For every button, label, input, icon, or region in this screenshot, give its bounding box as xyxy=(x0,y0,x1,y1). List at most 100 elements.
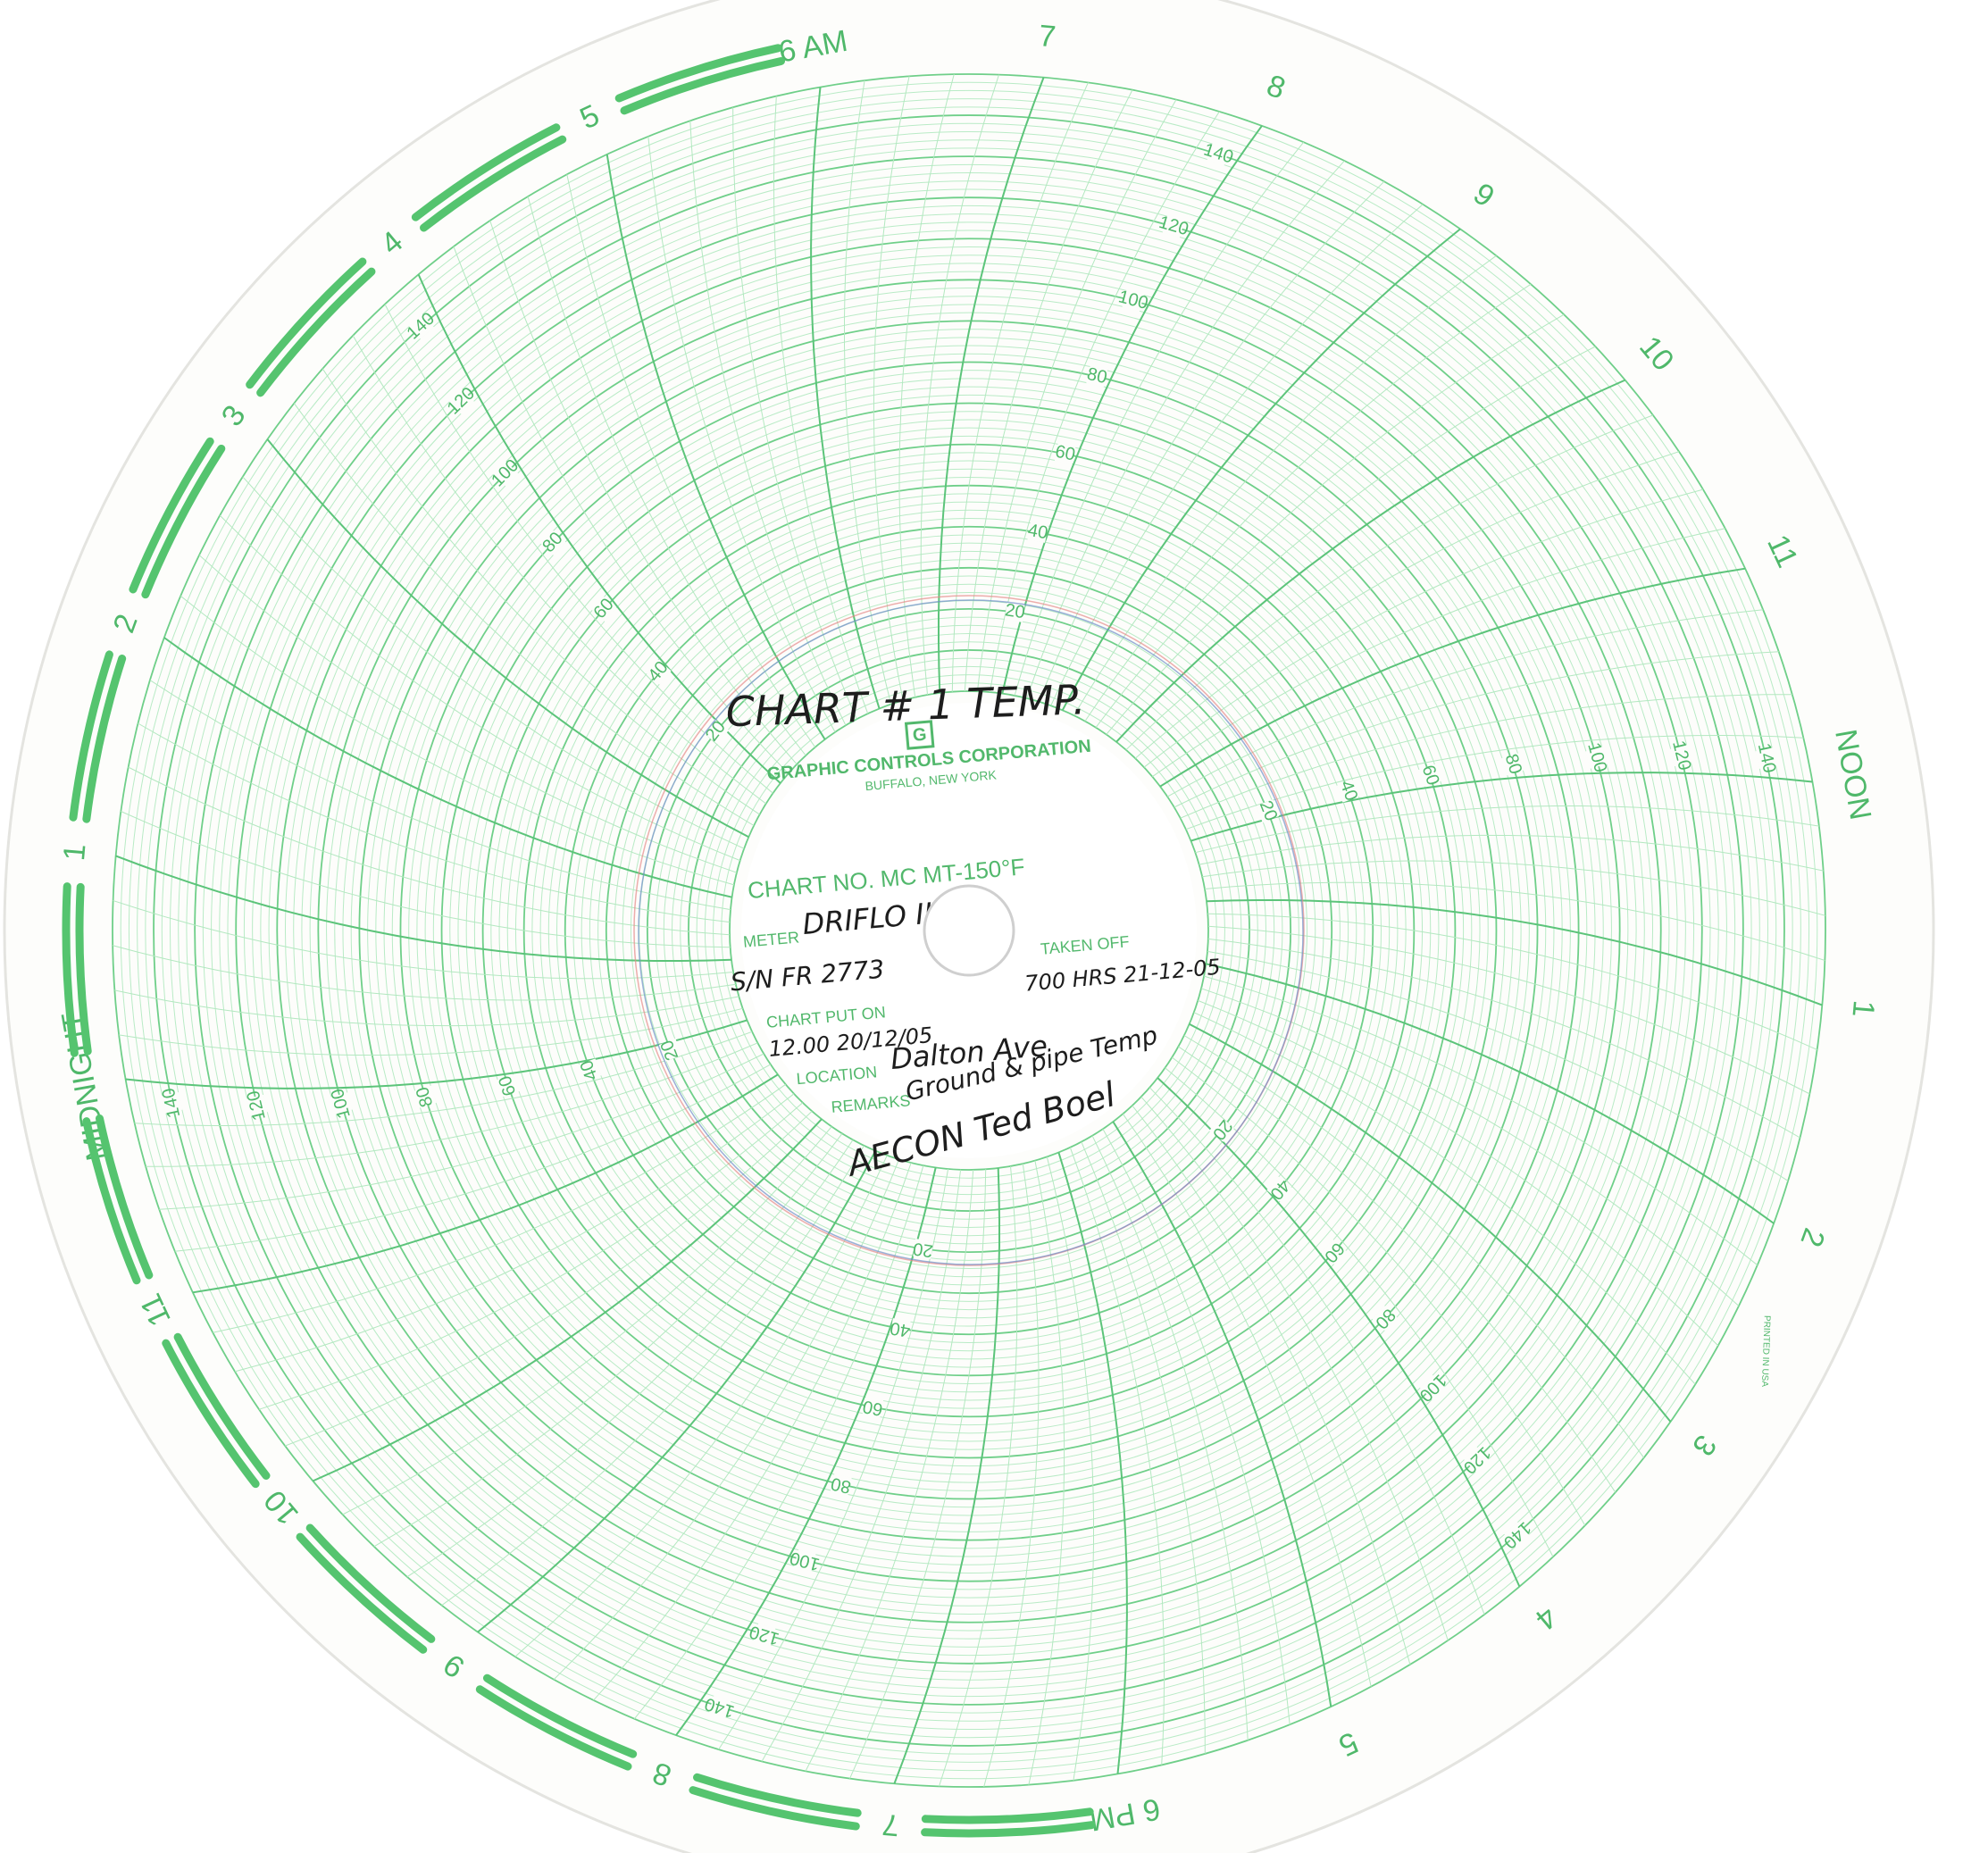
time-line-minor xyxy=(121,811,731,948)
grid-circle-minor xyxy=(597,559,1341,1302)
scale-label-bg xyxy=(1419,1374,1445,1400)
time-line-minor xyxy=(1069,1147,1165,1765)
time-line-minor xyxy=(593,1162,912,1701)
scale-label-bg xyxy=(658,1038,682,1062)
night-bar xyxy=(482,1674,638,1758)
time-line-minor xyxy=(1028,1160,1065,1785)
scale-label-bg xyxy=(1504,1522,1530,1548)
time-line-minor xyxy=(198,555,738,873)
time-line-minor xyxy=(849,1169,987,1779)
time-line-minor xyxy=(1132,1105,1411,1665)
hour-label: 1 xyxy=(1845,999,1881,1019)
grid-circle-minor xyxy=(514,476,1424,1385)
time-line-minor xyxy=(119,1007,743,1056)
grid-circle-minor xyxy=(284,246,1654,1615)
grid-circle-minor xyxy=(531,493,1407,1368)
time-line-minor xyxy=(234,1093,795,1373)
grid-circle-minor xyxy=(539,501,1399,1360)
scale-label: 60 xyxy=(1054,442,1077,465)
time-line-minor xyxy=(1106,346,1596,735)
grid-circle-minor xyxy=(391,353,1547,1508)
time-line-major xyxy=(1206,899,1823,1006)
time-line-minor xyxy=(114,989,739,1027)
scale-label-bg xyxy=(1122,289,1144,313)
night-bar xyxy=(82,1117,141,1285)
time-line-minor xyxy=(989,111,1220,693)
time-line-minor xyxy=(633,1164,924,1720)
time-line-minor xyxy=(1202,860,1826,916)
scale-label-bg xyxy=(408,313,434,339)
grid-circle-minor xyxy=(713,674,1225,1187)
time-line-minor xyxy=(1026,160,1345,699)
grid-circle-minor xyxy=(260,221,1678,1640)
grid-circle-minor xyxy=(556,518,1382,1343)
time-line-minor xyxy=(514,1155,888,1657)
time-line-minor xyxy=(976,99,1177,692)
time-line-minor xyxy=(844,80,892,705)
time-line-major xyxy=(1057,1152,1128,1774)
grid-circle-major xyxy=(194,155,1744,1706)
time-line-minor xyxy=(1174,651,1779,808)
scale-label-bg xyxy=(890,1318,911,1340)
scale-label: 40 xyxy=(889,1318,912,1340)
time-line-minor xyxy=(149,680,731,911)
grid-circle-minor xyxy=(268,230,1670,1632)
grid-circle-minor xyxy=(424,386,1514,1475)
scale-label-bg xyxy=(1027,522,1048,543)
grid-circle-major xyxy=(646,607,1292,1254)
scale-label-bg xyxy=(753,1623,776,1646)
night-bar xyxy=(95,1114,154,1280)
scale-label-bg xyxy=(1321,1239,1347,1265)
grid-circle-major xyxy=(688,649,1250,1212)
grid-circle-minor xyxy=(721,682,1217,1179)
time-line-minor xyxy=(527,196,806,756)
night-bar xyxy=(296,1532,428,1654)
grid-circle-major xyxy=(729,690,1209,1171)
grid-circle-minor xyxy=(506,468,1432,1393)
night-bar xyxy=(75,882,92,1056)
grid-circle-minor xyxy=(655,616,1283,1245)
grid-circle-minor xyxy=(178,139,1760,1722)
time-line-minor xyxy=(242,476,745,849)
time-line-major xyxy=(417,273,781,784)
scale-label: 60 xyxy=(861,1396,884,1419)
grid-circle-minor xyxy=(350,312,1588,1549)
time-line-major xyxy=(893,1167,1000,1784)
time-line-major xyxy=(1112,1121,1332,1707)
time-line-major xyxy=(1189,1022,1672,1423)
night-bar xyxy=(162,1339,260,1489)
scale-label-bg xyxy=(493,461,519,487)
grid-circle-major xyxy=(153,114,1785,1747)
night-bar xyxy=(305,1523,436,1643)
grid-circle-minor xyxy=(457,419,1481,1442)
scale-label-bg xyxy=(913,1239,933,1259)
time-line-major xyxy=(1115,379,1626,743)
time-line-major xyxy=(810,87,881,709)
scale-label: 80 xyxy=(1085,364,1109,388)
grid-circle-major xyxy=(564,525,1374,1336)
time-line-minor xyxy=(406,1139,854,1578)
time-line-minor xyxy=(1207,938,1800,1139)
night-bar xyxy=(256,267,376,397)
night-bar xyxy=(411,123,561,221)
grid-circle-minor xyxy=(490,452,1448,1409)
scale-label-bg xyxy=(497,1073,520,1098)
hour-label: 1 xyxy=(57,842,93,862)
grid-circle-minor xyxy=(696,657,1242,1204)
time-line-minor xyxy=(718,1168,949,1750)
time-line-minor xyxy=(293,403,755,826)
scale-label-bg xyxy=(794,1548,816,1572)
time-line-minor xyxy=(1180,694,1792,819)
time-line-major xyxy=(1159,567,1746,788)
time-line-minor xyxy=(159,1053,764,1210)
time-line-minor xyxy=(1038,180,1385,702)
time-line-minor xyxy=(1200,988,1740,1306)
scale-label: 20 xyxy=(912,1239,934,1261)
time-line-minor xyxy=(647,136,836,733)
grid-circle-minor xyxy=(672,633,1266,1228)
scale-label-bg xyxy=(1755,747,1777,769)
time-line-minor xyxy=(805,1169,974,1772)
time-line-minor xyxy=(1204,881,1825,961)
scale-label-bg xyxy=(1266,1176,1292,1202)
